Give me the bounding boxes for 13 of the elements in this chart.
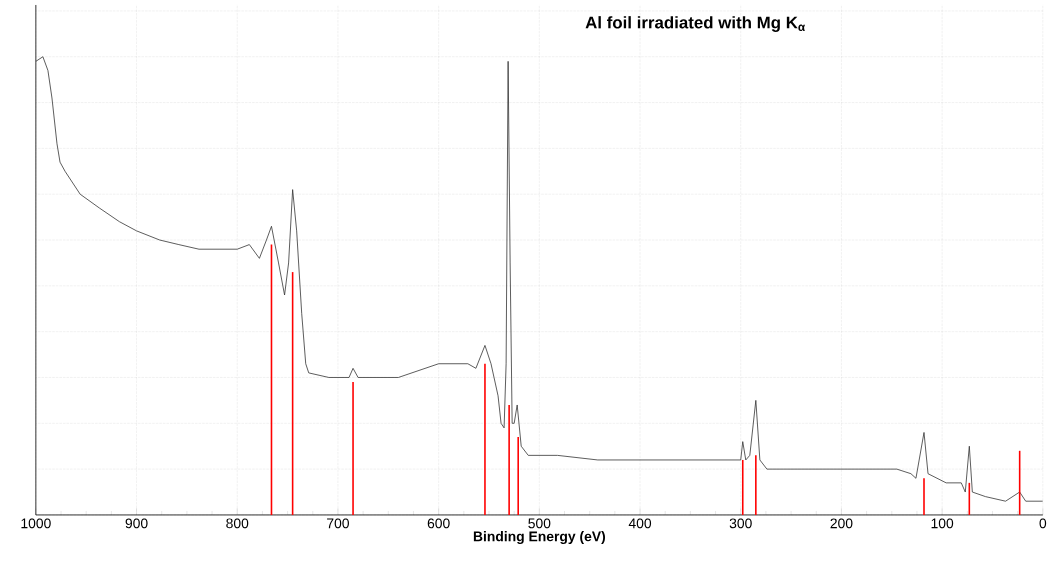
x-tick-label: 200: [830, 518, 853, 529]
x-tick-label: 100: [931, 518, 954, 529]
x-tick-label: 300: [729, 518, 752, 529]
x-tick-label: 600: [427, 518, 450, 529]
x-axis-title: Binding Energy (eV): [473, 531, 606, 545]
x-tick-label: 900: [125, 518, 148, 529]
chart-title: Al foil irradiated with Mg K$_{α}$: [585, 16, 806, 33]
x-tick-label: 800: [226, 518, 249, 529]
x-tick-label: 700: [327, 518, 349, 529]
x-tick-label: 1000: [21, 518, 51, 529]
x-tick-label: 500: [528, 518, 551, 529]
x-tick-label: 0: [1039, 518, 1047, 529]
x-tick-label: 400: [628, 518, 652, 529]
